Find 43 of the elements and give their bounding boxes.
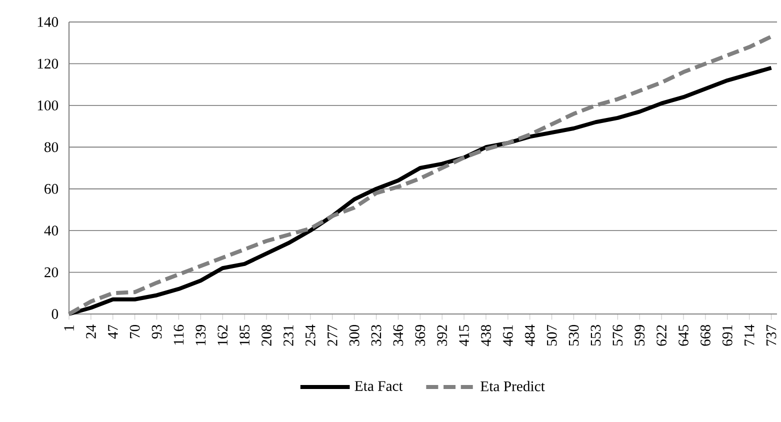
- x-tick-label: 208: [262, 324, 272, 346]
- x-tick-label: 277: [328, 324, 338, 346]
- x-tick-label: 737: [766, 324, 776, 346]
- x-tick-label: 323: [371, 324, 382, 346]
- x-tick-label: 231: [284, 325, 294, 346]
- x-tick-label: 530: [568, 324, 579, 346]
- y-tick-label: 120: [38, 58, 58, 69]
- y-tick-label: 0: [52, 309, 58, 319]
- x-tick-label: 691: [722, 325, 732, 346]
- x-tick-label: 185: [240, 324, 250, 346]
- x-tick-label: 484: [524, 324, 535, 346]
- y-tick-label: 20: [44, 267, 58, 278]
- x-tick-label: 461: [503, 325, 513, 346]
- x-tick-label: 70: [130, 324, 140, 338]
- x-tick-label: 116: [174, 324, 184, 345]
- x-tick-label: 553: [590, 324, 601, 346]
- x-tick-label: 162: [218, 325, 228, 346]
- x-tick-label: 346: [393, 324, 404, 346]
- y-tick-label: 60: [44, 184, 58, 194]
- x-tick-label: 47: [108, 324, 118, 339]
- x-tick-label: 415: [459, 324, 469, 346]
- legend-label: Eta Predict: [480, 380, 545, 392]
- x-tick-label: 645: [678, 324, 688, 346]
- x-tick-label: 714: [744, 324, 754, 346]
- x-tick-label: 599: [634, 325, 645, 346]
- x-tick-label: 24: [86, 324, 96, 338]
- y-tick-label: 140: [38, 17, 58, 27]
- x-tick-label: 139: [196, 325, 206, 346]
- y-tick-label: 100: [38, 100, 58, 110]
- y-tick-label: 80: [44, 142, 58, 152]
- x-tick-label: 392: [437, 325, 448, 346]
- x-tick-label: 254: [305, 324, 316, 346]
- x-tick-label: 438: [481, 324, 491, 346]
- x-tick-label: 300: [349, 324, 360, 346]
- x-tick-label: 1: [64, 325, 74, 330]
- x-tick-label: 369: [415, 325, 426, 346]
- x-tick-label: 576: [612, 324, 623, 346]
- x-tick-label: 622: [656, 325, 666, 346]
- y-tick-label: 40: [44, 226, 58, 236]
- x-tick-label: 93: [152, 324, 162, 339]
- legend-label: Eta Fact: [354, 381, 403, 391]
- x-tick-label: 668: [700, 324, 710, 346]
- x-tick-label: 507: [546, 324, 557, 346]
